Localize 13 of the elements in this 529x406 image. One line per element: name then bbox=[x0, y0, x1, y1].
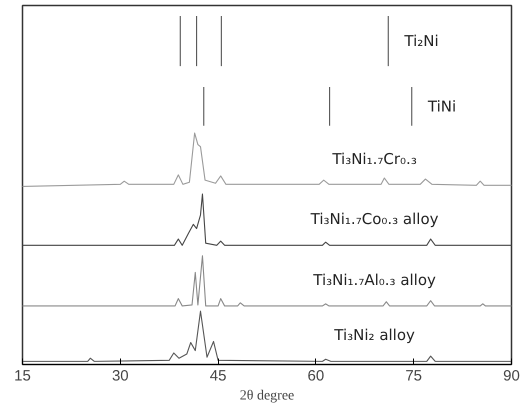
x-tick-label: 45 bbox=[210, 368, 226, 384]
x-tick-label: 75 bbox=[405, 368, 422, 384]
x-tick-label: 30 bbox=[112, 368, 129, 384]
series-label: Ti₂Ni bbox=[403, 32, 439, 50]
x-tick-label: 60 bbox=[308, 368, 324, 384]
x-axis-title: 2θ degree bbox=[240, 388, 294, 404]
series-label: Ti₃Ni₁.₇Cr₀.₃ bbox=[331, 150, 417, 168]
x-tick-label: 90 bbox=[503, 368, 520, 384]
series-label: TiNi bbox=[426, 97, 456, 116]
series-label: Ti₃Ni₁.₇Al₀.₃ alloy bbox=[312, 270, 436, 289]
series-label: Ti₃Ni₁.₇Co₀.₃ alloy bbox=[310, 210, 439, 228]
x-tick-label: 15 bbox=[14, 368, 31, 384]
series-label: Ti₃Ni₂ alloy bbox=[333, 326, 416, 344]
